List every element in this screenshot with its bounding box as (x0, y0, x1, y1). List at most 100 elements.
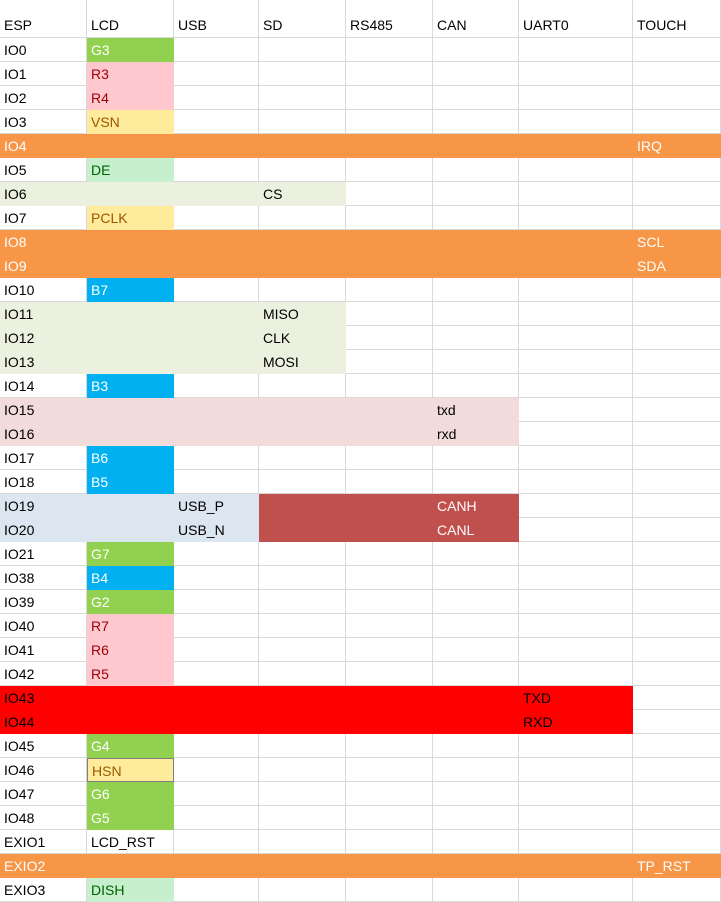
table-cell (174, 686, 259, 710)
table-cell (633, 686, 721, 710)
table-cell (174, 758, 259, 782)
table-cell: USB_P (174, 494, 259, 518)
table-cell (259, 110, 346, 134)
table-cell: IO46 (0, 758, 87, 782)
table-cell: USB_N (174, 518, 259, 542)
table-cell (259, 662, 346, 686)
table-cell: IO3 (0, 110, 87, 134)
table-cell (174, 806, 259, 830)
table-cell (433, 830, 519, 854)
table-cell (519, 566, 633, 590)
table-cell (346, 758, 433, 782)
table-cell (433, 302, 519, 326)
table-cell: IO14 (0, 374, 87, 398)
table-cell (346, 38, 433, 62)
table-cell: B7 (87, 278, 174, 302)
table-cell (633, 374, 721, 398)
table-cell (519, 254, 633, 278)
table-cell (346, 494, 433, 518)
table-cell (259, 590, 346, 614)
header-cell: SD (259, 0, 346, 38)
table-cell: IO42 (0, 662, 87, 686)
table-cell (433, 878, 519, 902)
table-cell (433, 734, 519, 758)
table-cell (174, 302, 259, 326)
table-cell (433, 470, 519, 494)
table-cell: G3 (87, 38, 174, 62)
table-cell (519, 638, 633, 662)
table-cell: IO5 (0, 158, 87, 182)
table-cell: G4 (87, 734, 174, 758)
table-cell: IO7 (0, 206, 87, 230)
table-cell (519, 302, 633, 326)
table-cell: IO44 (0, 710, 87, 734)
table-cell (633, 830, 721, 854)
header-cell: USB (174, 0, 259, 38)
table-cell: IO19 (0, 494, 87, 518)
table-cell (519, 614, 633, 638)
table-cell (259, 734, 346, 758)
table-cell: G7 (87, 542, 174, 566)
table-cell (346, 374, 433, 398)
table-cell: rxd (433, 422, 519, 446)
table-cell (346, 830, 433, 854)
header-cell: CAN (433, 0, 519, 38)
table-cell (633, 638, 721, 662)
table-cell (259, 830, 346, 854)
table-cell (633, 758, 721, 782)
table-cell (259, 62, 346, 86)
table-cell (174, 398, 259, 422)
table-cell (174, 38, 259, 62)
table-cell (633, 446, 721, 470)
table-cell (174, 542, 259, 566)
header-cell: TOUCH (633, 0, 721, 38)
table-cell (633, 494, 721, 518)
table-cell: EXIO3 (0, 878, 87, 902)
table-cell (519, 398, 633, 422)
table-cell (346, 686, 433, 710)
table-cell (346, 110, 433, 134)
table-cell (433, 86, 519, 110)
table-cell: IO12 (0, 326, 87, 350)
table-cell (633, 518, 721, 542)
table-cell: CS (259, 182, 346, 206)
table-cell (633, 110, 721, 134)
table-cell (174, 230, 259, 254)
table-cell (346, 62, 433, 86)
table-cell (346, 86, 433, 110)
table-cell (174, 614, 259, 638)
table-cell (87, 182, 174, 206)
table-cell: R5 (87, 662, 174, 686)
table-cell (87, 686, 174, 710)
table-cell (633, 182, 721, 206)
table-cell: IO18 (0, 470, 87, 494)
table-cell (633, 566, 721, 590)
table-cell (346, 782, 433, 806)
table-cell (259, 542, 346, 566)
table-cell (633, 86, 721, 110)
table-cell (259, 638, 346, 662)
table-cell (87, 422, 174, 446)
table-cell (633, 158, 721, 182)
table-cell (519, 494, 633, 518)
table-cell (519, 830, 633, 854)
table-cell (433, 278, 519, 302)
table-cell (633, 38, 721, 62)
table-cell (346, 182, 433, 206)
table-cell (519, 86, 633, 110)
table-cell (519, 758, 633, 782)
table-cell (633, 278, 721, 302)
table-cell (433, 254, 519, 278)
table-cell (174, 422, 259, 446)
table-cell (433, 350, 519, 374)
table-cell (633, 350, 721, 374)
table-cell (433, 62, 519, 86)
table-cell (633, 470, 721, 494)
table-cell: IO16 (0, 422, 87, 446)
table-cell (633, 782, 721, 806)
table-cell (433, 374, 519, 398)
table-cell (174, 854, 259, 878)
table-cell (346, 518, 433, 542)
table-cell (519, 734, 633, 758)
table-cell (433, 206, 519, 230)
